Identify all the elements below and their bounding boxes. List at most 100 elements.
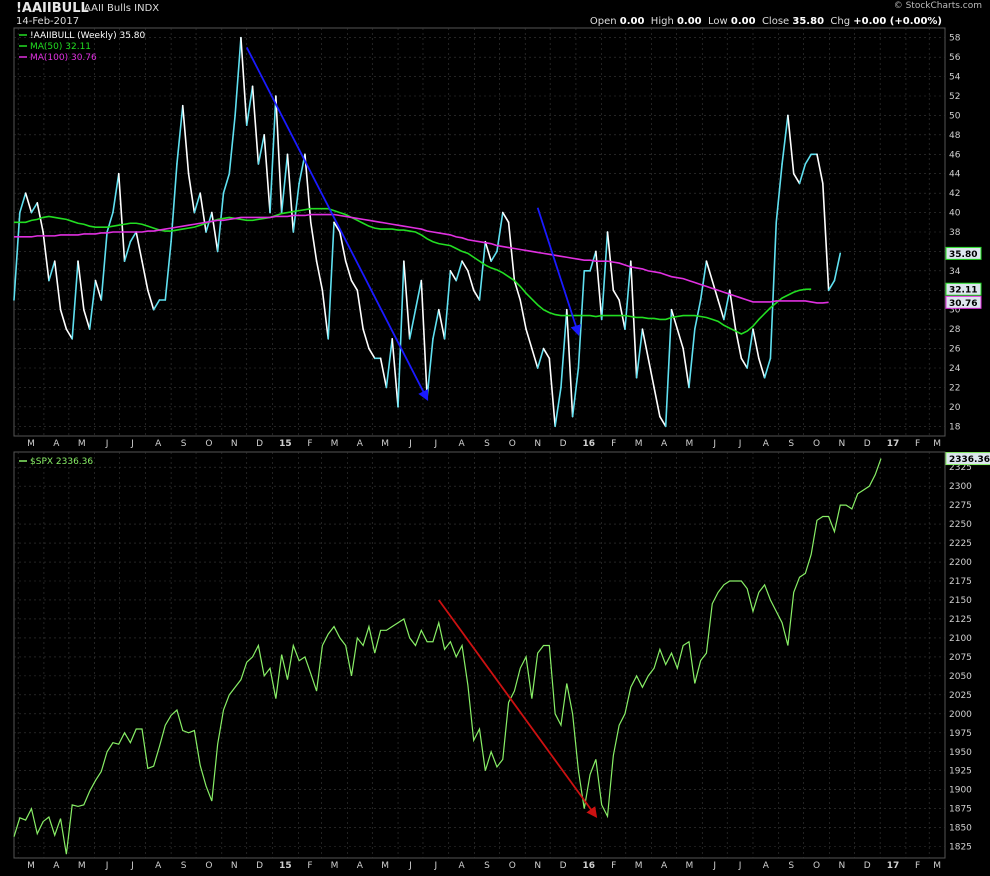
x-tick-label: J bbox=[712, 861, 716, 871]
aaii-segment bbox=[24, 192, 33, 214]
aaii-segment bbox=[53, 260, 62, 311]
aaii-segment bbox=[129, 231, 137, 243]
last-value-text-ma50: 32.11 bbox=[949, 286, 977, 296]
aaii-segment bbox=[385, 338, 394, 389]
x-tick-label: 15 bbox=[279, 439, 292, 449]
y-tick-label: 1875 bbox=[949, 805, 972, 815]
panel-frame bbox=[13, 451, 946, 859]
x-tick-label: M bbox=[381, 861, 389, 871]
last-value-tag-ma100 bbox=[945, 295, 982, 309]
aaii-segment bbox=[705, 260, 714, 282]
y-tick-label: 2125 bbox=[949, 615, 972, 625]
aaii-segment bbox=[682, 347, 690, 389]
aaii-segment bbox=[356, 289, 364, 330]
x-tick-label: N bbox=[839, 439, 846, 449]
aaii-segment bbox=[216, 192, 225, 253]
last-value-text-aaii: 35.80 bbox=[949, 250, 977, 260]
brand-watermark[interactable]: © StockCharts.com bbox=[893, 1, 982, 11]
y-tick-label: 46 bbox=[949, 150, 961, 160]
x-tick-label: M bbox=[381, 439, 389, 449]
aaii-segment bbox=[531, 347, 539, 369]
aaii-segment bbox=[822, 182, 830, 292]
y-tick-label: 2275 bbox=[949, 501, 972, 511]
x-tick-label: A bbox=[661, 861, 668, 871]
aaii-segment bbox=[717, 299, 725, 321]
aaii-segment bbox=[804, 153, 812, 165]
x-tick-label: S bbox=[181, 861, 187, 871]
aaii-segment bbox=[693, 299, 702, 330]
chart-header: !AAIIBULL AAII Bulls INDX 14-Feb-2017 © … bbox=[0, 0, 990, 30]
aaii-segment bbox=[164, 240, 172, 301]
ohlc-high-label: High bbox=[650, 16, 674, 27]
aaii-segment bbox=[612, 289, 620, 301]
ohlc-chg-label: Chg bbox=[830, 16, 851, 27]
x-tick-label: M bbox=[686, 861, 694, 871]
aaii-segment bbox=[344, 260, 353, 282]
x-tick-label: D bbox=[864, 439, 871, 449]
aaii-segment bbox=[187, 172, 196, 214]
ohlc-chg-value: +0.00 (+0.00%) bbox=[853, 16, 942, 27]
x-tick-label: M bbox=[331, 861, 339, 871]
x-tick-label: 16 bbox=[583, 861, 596, 871]
aaii-segment bbox=[193, 192, 201, 214]
aaii-segment bbox=[245, 85, 254, 126]
aaii-segment bbox=[635, 328, 644, 379]
aaii-segment bbox=[280, 153, 289, 214]
aaii-segment bbox=[315, 260, 324, 292]
aaii-segment bbox=[641, 328, 650, 360]
aaii-segment bbox=[542, 347, 551, 360]
x-tick-label: M bbox=[27, 439, 35, 449]
y-tick-label: 2225 bbox=[949, 539, 972, 549]
x-tick-label: S bbox=[484, 439, 490, 449]
aaii-segment bbox=[13, 211, 21, 301]
x-tick-label: F bbox=[611, 439, 616, 449]
aaii-segment bbox=[88, 279, 97, 330]
x-tick-label: J bbox=[434, 861, 438, 871]
x-tick-label: N bbox=[534, 861, 541, 871]
aaii-segment bbox=[240, 36, 248, 126]
aaii-segment bbox=[152, 299, 161, 311]
x-tick-label: J bbox=[130, 439, 134, 449]
aaii-segment bbox=[176, 104, 184, 165]
x-tick-label: D bbox=[560, 861, 567, 871]
aaii-segment bbox=[595, 250, 603, 321]
x-tick-label: A bbox=[53, 439, 60, 449]
aaii-segment bbox=[362, 328, 370, 350]
aaii-segment bbox=[211, 211, 219, 253]
aaii-segment bbox=[699, 260, 708, 301]
aaii-segment bbox=[775, 163, 783, 224]
x-tick-label: N bbox=[839, 861, 846, 871]
x-tick-label: 16 bbox=[583, 439, 596, 449]
y-tick-label: 1950 bbox=[949, 748, 972, 758]
aaii-segment bbox=[443, 270, 452, 340]
y-tick-label: 24 bbox=[949, 364, 961, 374]
aaii-segment bbox=[501, 211, 510, 224]
x-tick-label: J bbox=[130, 861, 134, 871]
aaii-segment bbox=[199, 192, 207, 233]
aaii-segment bbox=[827, 279, 836, 292]
y-tick-label: 56 bbox=[949, 53, 961, 63]
aaii-segment bbox=[181, 104, 190, 175]
y-tick-label: 28 bbox=[949, 325, 961, 335]
aaii-segment bbox=[77, 260, 85, 311]
aaii-segment bbox=[112, 172, 120, 214]
aaii-segment bbox=[94, 279, 103, 301]
aaii-segment bbox=[257, 134, 266, 165]
x-tick-label: A bbox=[459, 861, 466, 871]
aaii-segment bbox=[577, 270, 586, 369]
aaii-segment bbox=[740, 357, 748, 369]
aaii-segment bbox=[65, 328, 73, 340]
legend-entry-aaii: !AAIIBULL (Weekly) 35.80 bbox=[30, 31, 146, 41]
aaii-segment bbox=[624, 260, 632, 330]
aaii-segment bbox=[234, 36, 242, 117]
aaii-segment bbox=[659, 415, 667, 428]
y-tick-label: 18 bbox=[949, 422, 961, 432]
aaii-segment bbox=[286, 153, 295, 233]
aaii-segment bbox=[746, 328, 754, 369]
x-tick-label: M bbox=[686, 439, 694, 449]
aaii-segment bbox=[350, 279, 359, 292]
y-tick-label: 22 bbox=[949, 383, 960, 393]
aaii-segment bbox=[560, 308, 568, 389]
aaii-segment bbox=[339, 231, 347, 262]
y-tick-label: 2200 bbox=[949, 558, 972, 568]
